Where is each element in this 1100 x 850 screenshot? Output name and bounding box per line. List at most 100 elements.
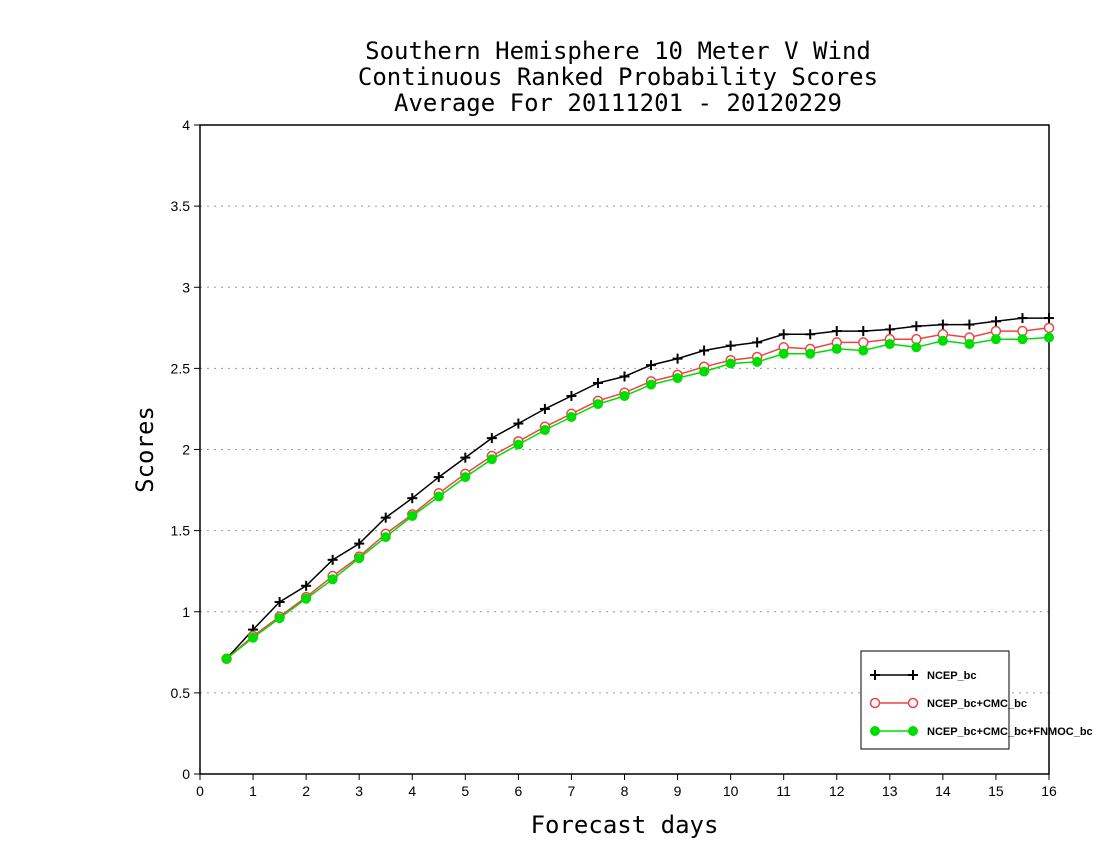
y-tick-label: 3 <box>182 279 190 295</box>
axis-ticks: 00.511.522.533.540 1 2 3 4 5 6 7 8 9 10 11 12 13 14 15 1… <box>171 117 1057 799</box>
data-point <box>725 340 736 351</box>
data-point <box>858 326 869 337</box>
data-point <box>752 356 763 367</box>
data-point <box>592 399 603 410</box>
legend-entry-3: NCEP_bc+CMC_bc+FNMOC_bc <box>870 726 1093 738</box>
data-point <box>699 345 710 356</box>
data-point <box>380 512 391 523</box>
data-point <box>884 324 895 335</box>
data-point <box>937 335 948 346</box>
data-point <box>964 339 975 350</box>
data-point <box>407 493 418 504</box>
data-point <box>752 337 763 348</box>
series-layer <box>221 313 1055 665</box>
x-tick-label: 5 <box>461 783 469 799</box>
data-point <box>911 321 922 332</box>
data-point <box>646 360 657 371</box>
data-point <box>592 377 603 388</box>
x-tick-label: 7 <box>568 783 576 799</box>
data-point <box>911 342 922 353</box>
data-point <box>539 403 550 414</box>
chart-title-line-3: Average For 20111201 - 20120229 <box>394 89 842 117</box>
y-tick-label: 1.5 <box>171 523 191 539</box>
x-tick-label: 1 <box>249 783 257 799</box>
data-point <box>699 366 710 377</box>
legend-marker <box>908 670 918 680</box>
data-point <box>274 597 285 608</box>
x-tick-label: 2 <box>302 783 310 799</box>
series-3 <box>221 332 1054 664</box>
legend-box <box>860 650 1010 750</box>
data-point <box>725 358 736 369</box>
x-tick-label: 9 <box>674 783 682 799</box>
x-tick-label: 12 <box>829 783 845 799</box>
legend-entry-2: NCEP_bc+CMC_bc <box>869 697 1027 710</box>
legend-marker <box>870 670 880 680</box>
legend-marker <box>870 726 880 736</box>
data-point <box>327 554 338 565</box>
data-point <box>1044 332 1054 343</box>
data-point <box>460 472 471 483</box>
legend: NCEP_bc NCEP_bc+CMC_bc NCEP_bc+CMC_bc+FNMO… <box>860 650 1093 750</box>
legend-entry-1: NCEP_bc <box>870 670 977 682</box>
y-tick-label: 3.5 <box>171 198 191 214</box>
data-point <box>937 319 948 330</box>
data-point <box>1043 322 1055 334</box>
series-line <box>226 327 1050 660</box>
data-point <box>460 452 471 463</box>
data-point <box>805 329 816 340</box>
data-point <box>831 343 842 354</box>
x-tick-label: 15 <box>988 783 1004 799</box>
data-point <box>778 348 789 359</box>
y-tick-label: 0.5 <box>171 685 191 701</box>
data-point <box>486 454 497 465</box>
data-point <box>1044 313 1054 324</box>
data-point <box>354 553 365 564</box>
data-point <box>1017 334 1028 345</box>
data-point <box>486 433 497 444</box>
data-point <box>619 390 630 401</box>
data-point <box>274 613 285 624</box>
data-point <box>301 580 312 591</box>
series-line <box>226 336 1050 660</box>
x-tick-label: 16 <box>1041 783 1057 799</box>
y-tick-label: 4 <box>182 117 190 133</box>
data-point <box>884 339 895 350</box>
x-tick-label: 6 <box>514 783 522 799</box>
data-point <box>380 532 391 543</box>
x-tick-label: 8 <box>621 783 629 799</box>
chart-title-line-2: Continuous Ranked Probability Scores <box>357 63 879 91</box>
legend-label: NCEP_bc <box>927 670 977 682</box>
legend-marker <box>869 697 881 709</box>
data-point <box>513 418 524 429</box>
y-tick-label: 1 <box>182 604 190 620</box>
x-axis-title: Forecast days <box>531 811 719 839</box>
x-tick-label: 11 <box>776 783 791 799</box>
data-point <box>433 491 444 502</box>
data-point <box>964 319 975 330</box>
data-point <box>672 353 683 364</box>
data-point <box>433 472 444 483</box>
data-point <box>566 390 577 401</box>
data-point <box>327 574 338 585</box>
legend-label: NCEP_bc+CMC_bc <box>927 698 1027 710</box>
y-axis-title: Scores <box>131 406 159 493</box>
series-1 <box>221 313 1054 664</box>
data-point <box>672 373 683 384</box>
data-point <box>831 326 842 337</box>
data-point <box>221 653 232 664</box>
data-point <box>354 538 365 549</box>
data-point <box>990 316 1001 327</box>
data-point <box>619 371 630 382</box>
data-point <box>407 511 418 522</box>
legend-marker <box>908 726 918 736</box>
data-point <box>1017 313 1028 324</box>
data-point <box>513 439 524 450</box>
y-tick-label: 0 <box>182 766 190 782</box>
grid-lines <box>200 124 1049 694</box>
data-point <box>990 334 1001 345</box>
data-point <box>858 345 869 356</box>
x-tick-label: 4 <box>408 783 416 799</box>
data-point <box>248 632 259 643</box>
